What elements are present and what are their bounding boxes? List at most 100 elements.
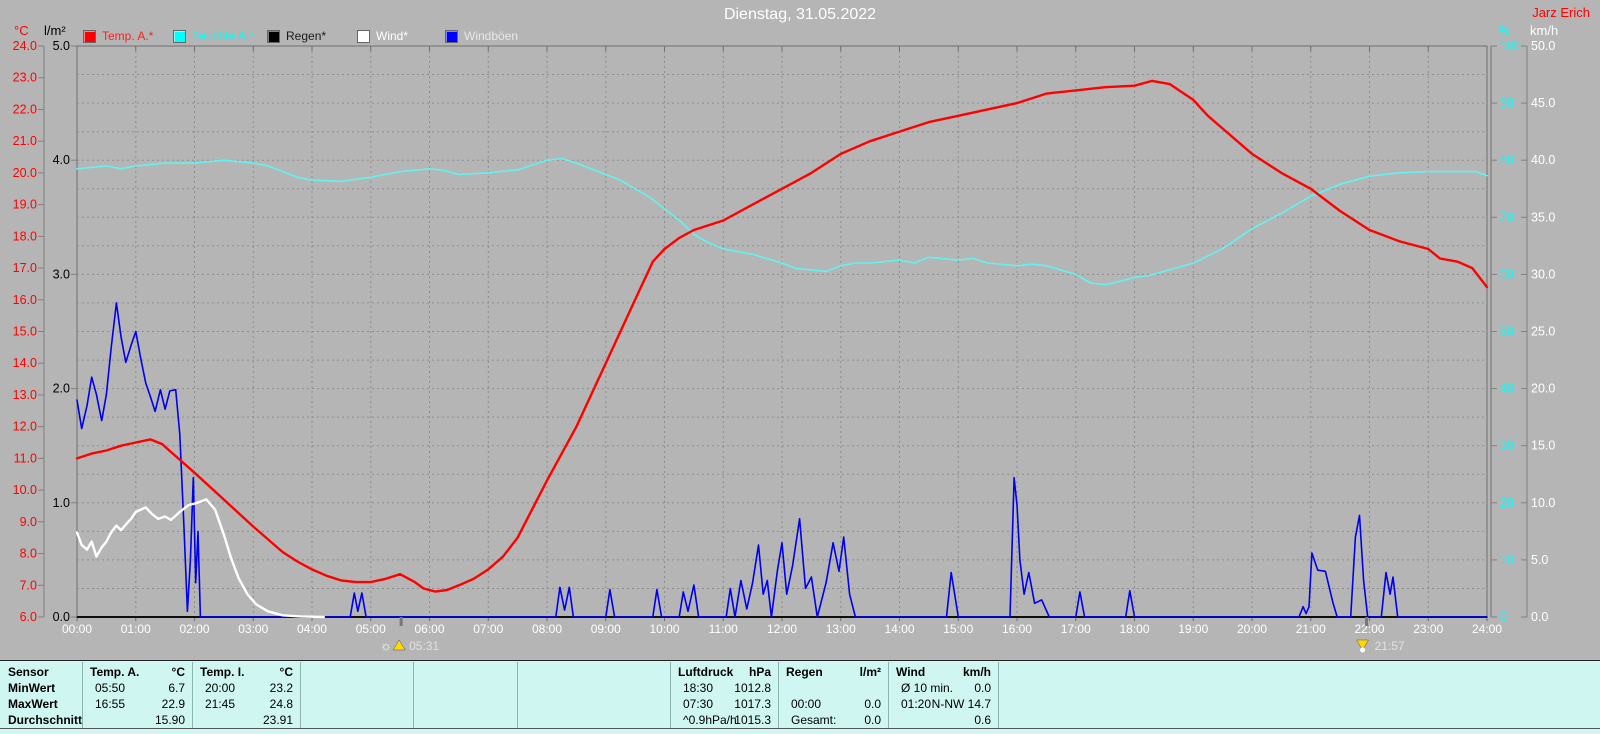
time-tick-label: 05:00 bbox=[356, 622, 386, 636]
table-cell-max-val-1: 24.8 bbox=[269, 697, 293, 711]
rain-tick-label: 2.0 bbox=[53, 382, 70, 396]
temp-tick-label: 9.0 bbox=[20, 515, 37, 529]
svg-text:☼: ☼ bbox=[380, 638, 392, 653]
rain-axis-ticks: 0.0 1.0 2.0 3.0 4.0 5.0 bbox=[53, 39, 77, 624]
time-tick-label: 01:00 bbox=[121, 622, 151, 636]
wind-tick-label: 45.0 bbox=[1531, 96, 1555, 110]
wind-tick-label: 40.0 bbox=[1531, 153, 1555, 167]
table-bottom-border bbox=[0, 728, 1600, 729]
table-divider bbox=[888, 662, 889, 728]
temp-tick-label: 16.0 bbox=[13, 293, 37, 307]
time-tick-label: 08:00 bbox=[532, 622, 562, 636]
legend-item-2[interactable]: Regen* bbox=[267, 29, 326, 43]
time-tick-label: 14:00 bbox=[884, 622, 914, 636]
watermark: Jarz Erich bbox=[1532, 5, 1590, 20]
rain-tick-label: 0.0 bbox=[53, 610, 70, 624]
table-cell-hdr-0: Temp. A. bbox=[90, 665, 140, 679]
time-tick-label: 00:00 bbox=[62, 622, 92, 636]
legend-item-0[interactable]: Temp. A.* bbox=[83, 29, 153, 43]
wind-tick-label: 20.0 bbox=[1531, 382, 1555, 396]
humidity-tick-label: 80 bbox=[1500, 153, 1514, 167]
table-cell-avg-val-0: 15.90 bbox=[154, 713, 185, 727]
rain-tick-label: 4.0 bbox=[53, 153, 70, 167]
time-tick-label: 13:00 bbox=[826, 622, 856, 636]
table-cell-max-time-6: 00:00 bbox=[791, 697, 822, 711]
humidity-tick-label: 60 bbox=[1500, 267, 1514, 281]
table-cell-avg-time-6: Gesamt: bbox=[791, 713, 837, 727]
temp-tick-label: 13.0 bbox=[13, 388, 37, 402]
temp-tick-label: 23.0 bbox=[13, 71, 37, 85]
table-cell-hdr-1: Temp. I. bbox=[200, 665, 245, 679]
temp-tick-label: 22.0 bbox=[13, 102, 37, 116]
sunrise-marker-time: 05:31 bbox=[409, 639, 439, 653]
humidity-tick-label: 70 bbox=[1500, 210, 1514, 224]
wind-axis-unit: km/h bbox=[1530, 23, 1559, 38]
table-cell-unit-1: °C bbox=[279, 665, 293, 679]
legend-item-1[interactable]: Feuchte A.* bbox=[173, 29, 254, 43]
rain-tick-label: 5.0 bbox=[53, 39, 70, 53]
table-cell-hdr-6: Regen bbox=[786, 665, 823, 679]
table-divider bbox=[778, 662, 779, 728]
legend-label: Windböen bbox=[464, 29, 519, 43]
table-cell-max-val-6: 0.0 bbox=[864, 697, 881, 711]
time-tick-label: 11:00 bbox=[709, 622, 738, 636]
table-cell-max-time-5: 07:30 bbox=[683, 697, 714, 711]
temp-tick-label: 14.0 bbox=[13, 356, 37, 370]
time-tick-label: 21:00 bbox=[1296, 622, 1326, 636]
table-cell-rowlabel-0: Sensor bbox=[8, 665, 49, 679]
legend-swatch-icon bbox=[173, 29, 186, 43]
wind-tick-label: 5.0 bbox=[1531, 553, 1548, 567]
legend-label: Feuchte A.* bbox=[192, 29, 255, 43]
table-cell-max-time-1: 21:45 bbox=[205, 697, 236, 711]
page-title: Dienstag, 31.05.2022 bbox=[723, 6, 877, 23]
table-cell-max-val-0: 22.9 bbox=[161, 697, 185, 711]
table-cell-min-time-0: 05:50 bbox=[95, 681, 126, 695]
temp-tick-label: 8.0 bbox=[20, 547, 37, 561]
rain-axis-unit: l/m² bbox=[44, 23, 66, 38]
sunset-marker: 21:57 bbox=[1356, 617, 1405, 653]
table-cell-min-time-7: Ø 10 min. bbox=[901, 681, 954, 695]
table-cell-avg-val-5: 1015.3 bbox=[734, 713, 771, 727]
legend-swatch-icon bbox=[357, 29, 370, 43]
time-tick-label: 03:00 bbox=[238, 622, 268, 636]
table-cell-unit-5: hPa bbox=[748, 665, 771, 679]
time-tick-label: 22:00 bbox=[1354, 622, 1384, 636]
table-divider bbox=[413, 662, 414, 728]
summary-table: Sensor MinWert MaxWert Durchschnitt Temp. A.… bbox=[0, 660, 1600, 734]
weather-chart: 00:00 01:00 02:00 03:00 04:00 05:00 06:00 07:00… bbox=[13, 39, 1556, 653]
legend-item-4[interactable]: Windböen bbox=[445, 29, 518, 43]
table-cell-rowlabel-3: Durchschnitt bbox=[8, 713, 83, 727]
table-cell-min-val-7: 0.0 bbox=[974, 681, 991, 695]
legend-item-3[interactable]: Wind* bbox=[357, 29, 408, 43]
humidity-tick-label: 90 bbox=[1500, 96, 1514, 110]
table-cell-min-time-5: 18:30 bbox=[683, 681, 714, 695]
time-tick-label: 07:00 bbox=[473, 622, 503, 636]
wind-tick-label: 35.0 bbox=[1531, 210, 1555, 224]
time-tick-label: 20:00 bbox=[1237, 622, 1267, 636]
legend-swatch-icon bbox=[267, 29, 280, 43]
time-tick-label: 09:00 bbox=[591, 622, 621, 636]
wind-tick-label: 15.0 bbox=[1531, 439, 1555, 453]
table-divider bbox=[300, 662, 301, 728]
table-cell-unit-6: l/m² bbox=[859, 665, 881, 679]
temp-tick-label: 10.0 bbox=[13, 483, 37, 497]
table-cell-avg-val-1: 23.91 bbox=[262, 713, 293, 727]
legend-label: Wind* bbox=[376, 29, 409, 43]
series-humidity bbox=[76, 157, 1488, 286]
temp-tick-label: 24.0 bbox=[13, 39, 37, 53]
temp-tick-label: 7.0 bbox=[20, 578, 37, 592]
wind-tick-label: 10.0 bbox=[1531, 496, 1555, 510]
humidity-tick-label: 20 bbox=[1500, 496, 1514, 510]
temp-tick-label: 17.0 bbox=[13, 261, 37, 275]
humidity-tick-label: 50 bbox=[1500, 325, 1514, 339]
time-tick-label: 02:00 bbox=[179, 622, 209, 636]
table-cell-max-val-5: 1017.3 bbox=[734, 697, 771, 711]
series-gusts bbox=[76, 302, 1488, 618]
temp-tick-label: 19.0 bbox=[13, 198, 37, 212]
table-cell-unit-0: °C bbox=[171, 665, 185, 679]
humidity-tick-label: 100 bbox=[1500, 39, 1521, 53]
table-cell-min-time-1: 20:00 bbox=[205, 681, 236, 695]
wind-tick-label: 25.0 bbox=[1531, 325, 1555, 339]
table-cell-max-time-7: 01:20 bbox=[901, 697, 932, 711]
table-cell-rowlabel-1: MinWert bbox=[8, 681, 56, 695]
